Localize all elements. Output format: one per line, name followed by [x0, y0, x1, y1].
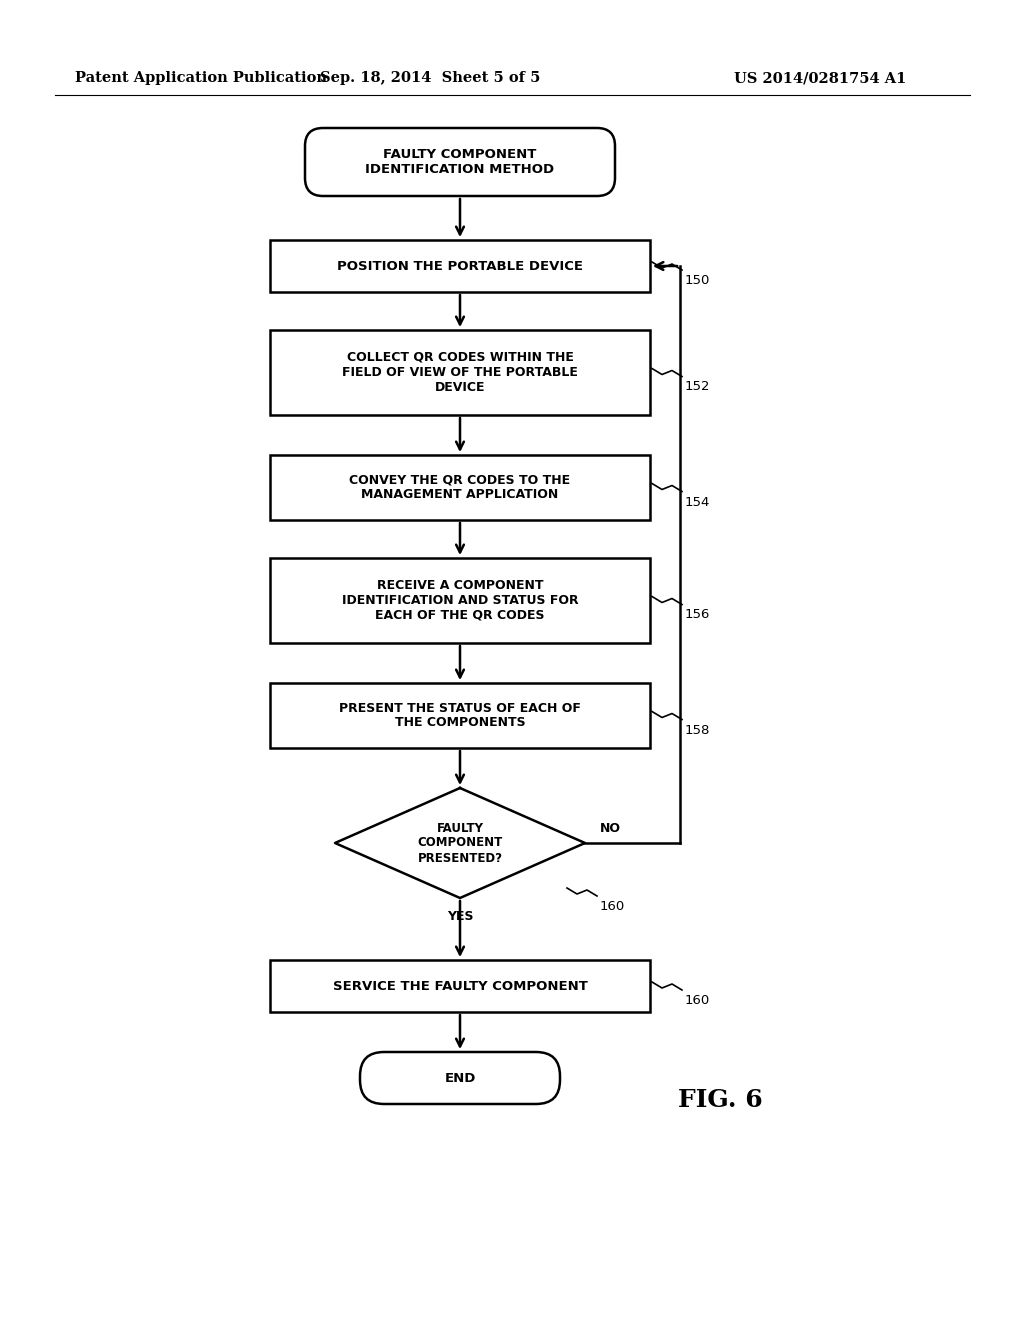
Bar — [270, 330, 650, 414]
Text: SERVICE THE FAULTY COMPONENT: SERVICE THE FAULTY COMPONENT — [333, 979, 588, 993]
FancyBboxPatch shape — [305, 128, 615, 195]
Text: CONVEY THE QR CODES TO THE
MANAGEMENT APPLICATION: CONVEY THE QR CODES TO THE MANAGEMENT AP… — [349, 474, 570, 502]
Bar — [270, 455, 650, 520]
Text: NO: NO — [600, 822, 621, 836]
Text: Sep. 18, 2014  Sheet 5 of 5: Sep. 18, 2014 Sheet 5 of 5 — [319, 71, 541, 84]
Text: FAULTY
COMPONENT
PRESENTED?: FAULTY COMPONENT PRESENTED? — [418, 821, 503, 865]
Text: 156: 156 — [685, 609, 711, 622]
Text: 160: 160 — [600, 900, 626, 913]
FancyBboxPatch shape — [360, 1052, 560, 1104]
Text: FAULTY COMPONENT
IDENTIFICATION METHOD: FAULTY COMPONENT IDENTIFICATION METHOD — [366, 148, 555, 176]
Text: POSITION THE PORTABLE DEVICE: POSITION THE PORTABLE DEVICE — [337, 260, 583, 272]
Bar — [270, 960, 650, 1012]
Text: COLLECT QR CODES WITHIN THE
FIELD OF VIEW OF THE PORTABLE
DEVICE: COLLECT QR CODES WITHIN THE FIELD OF VIE… — [342, 351, 578, 393]
Bar — [270, 682, 650, 748]
Text: END: END — [444, 1072, 476, 1085]
Polygon shape — [335, 788, 585, 898]
Bar — [270, 558, 650, 643]
Text: 158: 158 — [685, 723, 711, 737]
Text: YES: YES — [446, 909, 473, 923]
Text: 150: 150 — [685, 275, 711, 286]
Text: 154: 154 — [685, 495, 711, 508]
Text: Patent Application Publication: Patent Application Publication — [75, 71, 327, 84]
Bar — [270, 240, 650, 292]
Text: PRESENT THE STATUS OF EACH OF
THE COMPONENTS: PRESENT THE STATUS OF EACH OF THE COMPON… — [339, 701, 581, 730]
Text: RECEIVE A COMPONENT
IDENTIFICATION AND STATUS FOR
EACH OF THE QR CODES: RECEIVE A COMPONENT IDENTIFICATION AND S… — [342, 579, 579, 622]
Text: 160: 160 — [685, 994, 711, 1007]
Text: US 2014/0281754 A1: US 2014/0281754 A1 — [734, 71, 906, 84]
Text: FIG. 6: FIG. 6 — [678, 1088, 762, 1111]
Text: 152: 152 — [685, 380, 711, 393]
